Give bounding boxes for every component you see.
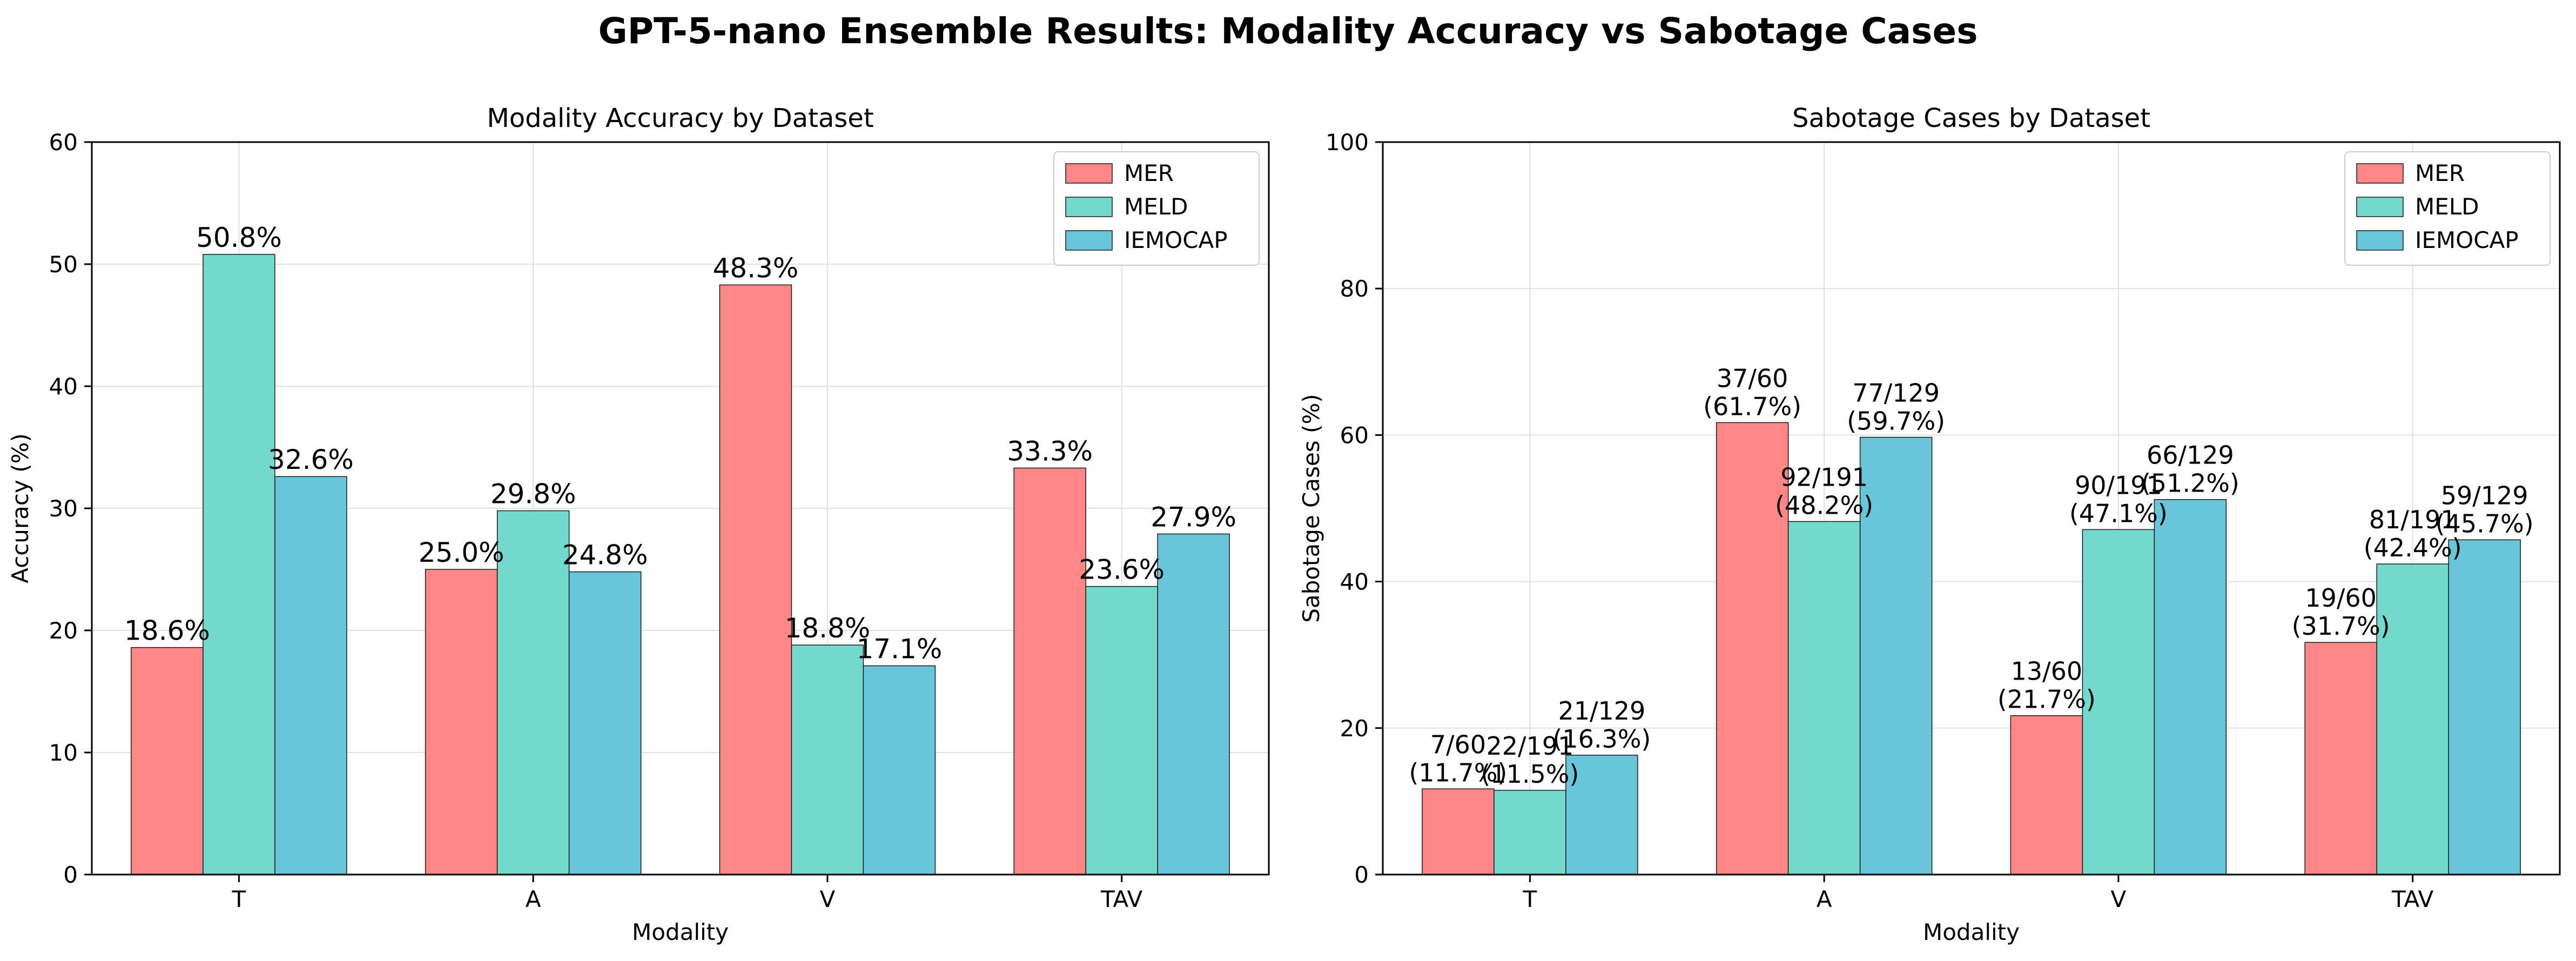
legend-swatch-meld <box>1065 197 1113 217</box>
y-tick-label: 60 <box>49 129 78 156</box>
data-label: 32.6% <box>268 444 354 475</box>
data-label: 48.3% <box>712 252 798 284</box>
bar-iemocap-tav <box>1157 533 1230 875</box>
bar-iemocap-tav <box>2448 539 2521 875</box>
data-label: 18.6% <box>124 615 210 647</box>
x-axis-label: Modality <box>632 919 729 945</box>
x-tick-label: TAV <box>1100 886 1142 912</box>
data-label: 66/129 (51.2%) <box>2141 441 2239 498</box>
data-label: 19/60 (31.7%) <box>2292 583 2390 641</box>
y-axis-label: Accuracy (%) <box>7 433 33 583</box>
data-label: 50.8% <box>196 222 282 253</box>
plot-frame <box>1382 141 2561 876</box>
bar-meld-tav <box>2376 563 2449 875</box>
legend-swatch-iemocap <box>1065 230 1113 251</box>
data-label: 13/60 (21.7%) <box>1997 657 2096 714</box>
legend-label-mer: MER <box>2415 160 2465 186</box>
data-label: 81/191 (42.4%) <box>2364 505 2462 562</box>
y-tick-label: 0 <box>63 862 78 888</box>
bar-meld-v <box>2082 529 2155 875</box>
legend-label-iemocap: IEMOCAP <box>1124 227 1228 253</box>
y-tick-label: 40 <box>49 373 78 400</box>
data-label: 77/129 (59.7%) <box>1847 378 1945 435</box>
legend-label-mer: MER <box>1124 160 1174 186</box>
y-tick-label: 0 <box>1354 862 1369 888</box>
data-label: 22/191 (11.5%) <box>1481 731 1579 789</box>
legend-label-meld: MELD <box>1124 193 1188 220</box>
x-tick-label: A <box>526 886 541 912</box>
bar-iemocap-t <box>1565 755 1638 875</box>
y-tick-label: 20 <box>49 617 78 644</box>
data-label: 17.1% <box>856 634 942 665</box>
y-axis-label: Sabotage Cases (%) <box>1298 394 1324 623</box>
data-label: 29.8% <box>490 479 576 510</box>
y-tick-label: 80 <box>1340 275 1369 302</box>
data-label: 33.3% <box>1007 435 1093 467</box>
data-label: 37/60 (61.7%) <box>1703 364 1801 421</box>
chart-panel-1: 18.6% 25.0% 48.3% 33.3% 50.8% 29.8% 18.8% 23.6%… <box>7 103 1270 945</box>
data-label: 59/129 (45.7%) <box>2436 481 2534 538</box>
bar-mer-t <box>1422 788 1495 875</box>
y-tick-label: 60 <box>1340 422 1369 448</box>
y-tick-label: 30 <box>49 495 78 522</box>
bar-meld-t <box>1494 790 1566 875</box>
y-tick-label: 50 <box>49 251 78 278</box>
x-tick-label: TAV <box>2391 886 2433 912</box>
legend-swatch-meld <box>2356 197 2404 217</box>
chart-title: Modality Accuracy by Dataset <box>487 103 873 133</box>
bar-meld-t <box>203 254 275 875</box>
bar-meld-a <box>1787 521 1861 875</box>
data-label: 23.6% <box>1079 554 1165 586</box>
legend: MER MELD IEMOCAP <box>1053 151 1260 266</box>
bar-mer-v <box>719 284 792 875</box>
bar-iemocap-a <box>568 571 642 875</box>
bar-iemocap-v <box>2154 499 2227 875</box>
bar-meld-v <box>791 644 864 875</box>
bar-meld-tav <box>1085 586 1158 875</box>
data-label: 21/129 (16.3%) <box>1552 696 1651 754</box>
data-label: 92/191 (48.2%) <box>1775 462 1873 520</box>
data-label: 7/60 (11.7%) <box>1409 730 1507 787</box>
data-label: 24.8% <box>562 540 648 571</box>
x-tick-label: A <box>1817 886 1832 912</box>
bar-mer-a <box>1716 422 1789 875</box>
data-label: 90/191 (47.1%) <box>2069 471 2168 528</box>
x-tick-label: T <box>1523 886 1537 912</box>
legend-swatch-iemocap <box>2356 230 2404 251</box>
bar-iemocap-t <box>274 476 347 875</box>
bar-meld-a <box>496 510 570 875</box>
legend-swatch-mer <box>1065 163 1113 184</box>
bar-iemocap-a <box>1859 436 1933 875</box>
figure-title: GPT-5-nano Ensemble Results: Modality Ac… <box>598 10 1978 52</box>
data-label: 27.9% <box>1151 501 1236 533</box>
data-label: 25.0% <box>419 537 505 568</box>
bar-iemocap-v <box>863 665 936 875</box>
bar-mer-a <box>425 569 498 875</box>
legend-swatch-mer <box>2356 163 2404 184</box>
y-tick-label: 20 <box>1340 715 1369 742</box>
bar-mer-tav <box>2304 642 2377 875</box>
y-tick-label: 100 <box>1326 129 1369 156</box>
chart-panel-2: 7/60 (11.7%) 37/60 (61.7%) 13/60 (21.7%) 19/60… <box>1298 103 2561 945</box>
data-label: 18.8% <box>784 613 870 644</box>
y-tick-label: 40 <box>1340 569 1369 595</box>
bar-mer-tav <box>1013 467 1086 875</box>
bar-mer-t <box>131 647 204 875</box>
x-tick-label: T <box>232 886 246 912</box>
x-axis-label: Modality <box>1923 919 2020 945</box>
legend-label-meld: MELD <box>2415 193 2479 220</box>
legend: MER MELD IEMOCAP <box>2344 151 2551 266</box>
y-tick-label: 10 <box>49 740 78 766</box>
chart-title: Sabotage Cases by Dataset <box>1792 103 2150 133</box>
legend-label-iemocap: IEMOCAP <box>2415 227 2519 253</box>
x-tick-label: V <box>2111 886 2127 912</box>
bar-mer-v <box>2010 715 2083 875</box>
x-tick-label: V <box>820 886 836 912</box>
